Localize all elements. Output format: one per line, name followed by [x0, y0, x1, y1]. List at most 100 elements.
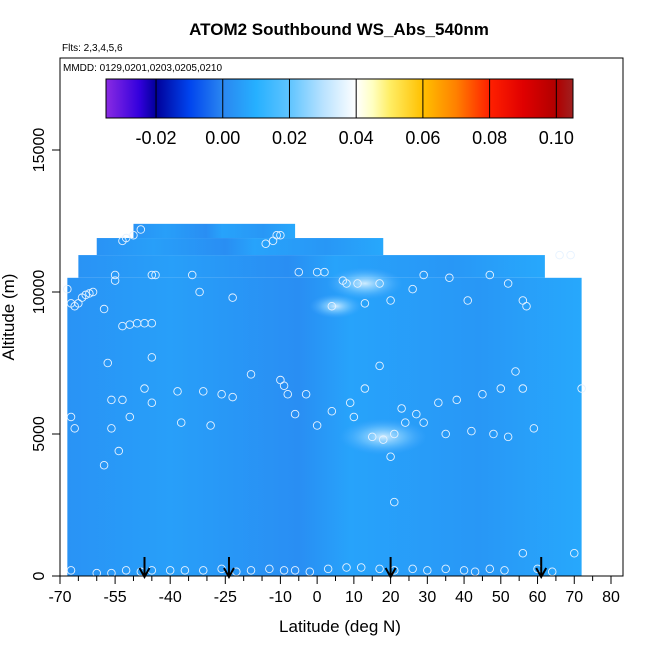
sample-point [265, 564, 274, 574]
colorbar-tick-label: -0.02 [136, 128, 177, 148]
y-axis-label: Altitude (m) [0, 274, 18, 361]
sample-point [577, 384, 586, 393]
sample-point [228, 293, 237, 302]
sample-point [349, 412, 359, 422]
sample-point [88, 287, 98, 297]
sample-point [246, 370, 256, 379]
sample-point [529, 424, 539, 433]
sample-point [136, 225, 146, 234]
sample-point [121, 233, 131, 243]
enhanced-region [326, 267, 403, 300]
sample-point [217, 389, 226, 399]
sample-point [151, 270, 160, 280]
sample-point [147, 270, 157, 280]
x-tick-label: 40 [455, 589, 473, 606]
sample-point [272, 230, 281, 240]
sample-point [147, 353, 157, 362]
sample-point [463, 296, 472, 305]
sample-point [107, 568, 116, 576]
sample-point [99, 460, 109, 470]
coverage-block [67, 277, 582, 576]
sample-point [147, 318, 157, 328]
sample-point [485, 270, 495, 280]
sample-point [386, 452, 395, 461]
sample-point [375, 279, 384, 288]
sample-point [342, 563, 351, 572]
sample-point [290, 409, 300, 419]
sample-point [555, 250, 564, 260]
sample-point [478, 389, 487, 399]
sample-point [187, 270, 197, 280]
x-tick-label: 70 [565, 589, 583, 606]
sample-point [165, 566, 175, 575]
x-tick-label: -10 [269, 589, 292, 606]
y-tick-label: 15000 [31, 128, 48, 173]
coverage-block [96, 238, 384, 256]
sample-point [500, 566, 509, 575]
sample-point [503, 279, 513, 288]
dates-label: MMDD: 0129,0201,0203,0205,0210 [63, 63, 222, 74]
sample-point [195, 287, 204, 297]
sample-point [147, 398, 157, 408]
colorbar-tick-label: 0.06 [405, 128, 440, 148]
y-axis: 0 5000 10000 15000 [31, 128, 60, 580]
colorbar: -0.02 0.00 0.02 0.04 0.06 0.08 0.10 [105, 78, 574, 148]
sample-point [107, 395, 116, 405]
x-tick-label: 30 [418, 589, 436, 606]
sample-point [199, 566, 208, 575]
sample-point [276, 230, 285, 240]
latitude-marker-head [138, 567, 151, 580]
sample-point [312, 421, 322, 430]
sample-point [294, 267, 304, 277]
sample-point [390, 497, 399, 507]
sample-point [353, 279, 362, 288]
sample-point [408, 284, 417, 294]
sample-point [140, 384, 149, 393]
sample-point [323, 564, 333, 574]
sample-point [441, 429, 450, 439]
x-tick-label: 0 [313, 589, 322, 606]
sample-point [70, 424, 79, 433]
sample-point [176, 418, 186, 427]
sample-point [261, 239, 270, 248]
sample-point [511, 367, 520, 376]
sample-point [327, 407, 337, 416]
sample-point [419, 270, 428, 280]
sample-point [441, 564, 450, 574]
colorbar-gradient [105, 78, 574, 119]
sample-point [92, 568, 101, 576]
x-axis: -70 -55 -40 -25 -10 0 10 20 30 40 50 60 70 80 [48, 576, 620, 606]
sample-point [121, 566, 131, 575]
sample-point [81, 290, 90, 300]
sample-point [467, 426, 476, 436]
sample-point [66, 566, 76, 575]
sample-point [518, 384, 528, 393]
colorbar-tick-label: 0.04 [339, 128, 374, 148]
sample-point [496, 384, 506, 393]
sample-point [173, 387, 182, 396]
chart-title: ATOM2 Southbound WS_Abs_540nm [189, 20, 489, 39]
sample-point [320, 267, 329, 277]
sample-point [118, 395, 127, 405]
sample-point [360, 384, 370, 393]
y-tick-label: 0 [31, 571, 48, 580]
sample-point [107, 424, 116, 433]
sample-point [66, 412, 76, 422]
coverage-block [133, 223, 296, 239]
sample-point [125, 412, 135, 422]
x-tick-label: -70 [48, 589, 71, 606]
sample-point [518, 549, 528, 558]
sample-point [356, 563, 366, 572]
colorbar-tick-label: 0.02 [272, 128, 307, 148]
x-tick-label: 60 [529, 589, 547, 606]
sample-point [99, 304, 109, 314]
latitude-marker-head [223, 567, 235, 580]
latitude-markers [138, 557, 548, 580]
sample-point [345, 398, 355, 408]
x-tick-label: 80 [602, 589, 620, 606]
sample-point [412, 409, 421, 419]
x-tick-label: -40 [159, 589, 182, 606]
sample-point [452, 395, 461, 405]
sample-point [386, 296, 395, 305]
